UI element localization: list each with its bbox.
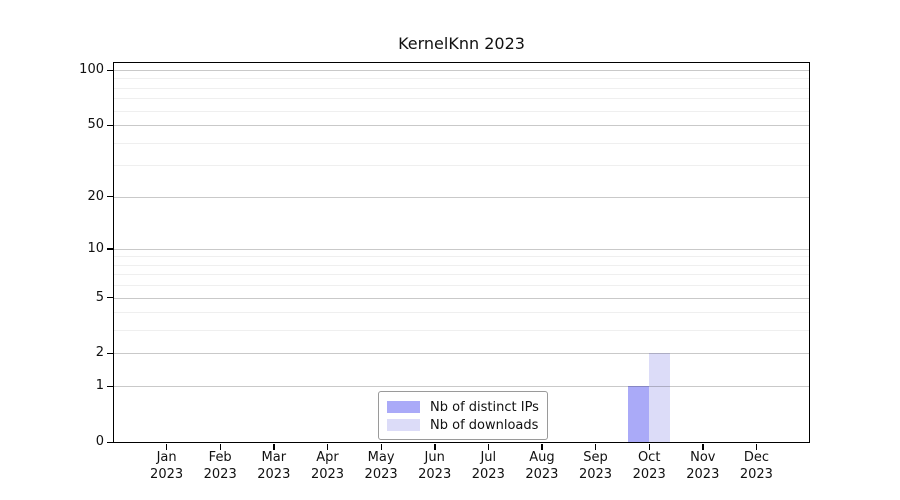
legend-swatch-distinct-ips — [387, 401, 420, 413]
y-tick-label: 1 — [95, 378, 104, 394]
y-tick-label: 20 — [87, 188, 104, 204]
y-tick — [107, 196, 113, 198]
gridline-major — [114, 70, 809, 71]
y-tick — [107, 441, 113, 443]
gridline-minor — [114, 87, 809, 89]
x-tick-label: May 2023 — [364, 450, 398, 482]
x-tick-label: Oct 2023 — [632, 450, 666, 482]
y-tick-label: 100 — [79, 62, 104, 77]
gridline-minor — [114, 165, 809, 167]
gridline-minor — [114, 274, 809, 276]
x-tick — [595, 444, 597, 450]
gridline-minor — [114, 264, 809, 266]
y-tick-label: 10 — [87, 240, 104, 256]
y-tick — [107, 385, 113, 387]
x-tick — [166, 444, 168, 450]
x-tick — [380, 444, 382, 450]
x-tick-label: Feb 2023 — [203, 450, 237, 482]
bar-downloads — [649, 353, 671, 443]
x-tick — [541, 444, 543, 450]
y-tick — [107, 352, 113, 355]
gridline-minor — [114, 330, 809, 332]
chart-title: KernelKnn 2023 — [398, 34, 525, 53]
y-tick-label: 2 — [95, 345, 104, 361]
y-tick-label: 50 — [87, 117, 104, 133]
x-tick-label: Nov 2023 — [686, 450, 720, 482]
x-tick — [434, 444, 436, 450]
y-tick — [107, 248, 113, 250]
x-tick — [327, 444, 329, 450]
x-tick-label: Sep 2023 — [578, 450, 613, 482]
legend-swatch-downloads — [387, 419, 420, 431]
legend-label-distinct-ips: Nb of distinct IPs — [430, 399, 539, 415]
gridline-minor — [114, 110, 809, 112]
gridline-minor — [114, 285, 809, 287]
gridline-major — [114, 125, 809, 127]
y-tick — [107, 124, 113, 126]
gridline-minor — [114, 142, 809, 144]
x-tick — [219, 444, 222, 450]
x-tick-label: Jun 2023 — [418, 450, 452, 482]
gridline-major — [114, 386, 809, 388]
legend-item-distinct-ips: Nb of distinct IPs — [387, 398, 539, 416]
plot-border — [113, 62, 810, 443]
y-tick — [107, 297, 113, 299]
gridline-minor — [114, 256, 809, 258]
legend-label-downloads: Nb of downloads — [430, 417, 539, 433]
y-tick-label: 0 — [95, 434, 104, 449]
x-tick-label: Jul 2023 — [471, 450, 505, 482]
x-tick — [648, 444, 651, 450]
gridline-major — [114, 196, 809, 198]
x-tick — [702, 444, 704, 450]
x-tick-label: Mar 2023 — [257, 450, 291, 482]
gridline-major — [114, 353, 809, 355]
bar-distinct-ips — [628, 386, 650, 443]
gridline-minor — [114, 78, 809, 80]
y-tick-label: 5 — [95, 289, 104, 305]
x-tick — [755, 444, 758, 450]
gridline-major — [114, 297, 809, 299]
x-tick-label: Dec 2023 — [739, 450, 773, 482]
x-tick-label: Jan 2023 — [150, 450, 184, 482]
x-tick-label: Aug 2023 — [525, 450, 559, 482]
gridline-minor — [114, 312, 809, 314]
y-tick — [107, 69, 113, 71]
legend: Nb of distinct IPs Nb of downloads — [378, 391, 548, 440]
x-tick-label: Apr 2023 — [310, 450, 345, 482]
gridline-major — [114, 248, 809, 250]
legend-item-downloads: Nb of downloads — [387, 416, 539, 434]
x-tick — [273, 444, 275, 450]
x-tick — [487, 444, 490, 450]
gridline-minor — [114, 98, 809, 100]
